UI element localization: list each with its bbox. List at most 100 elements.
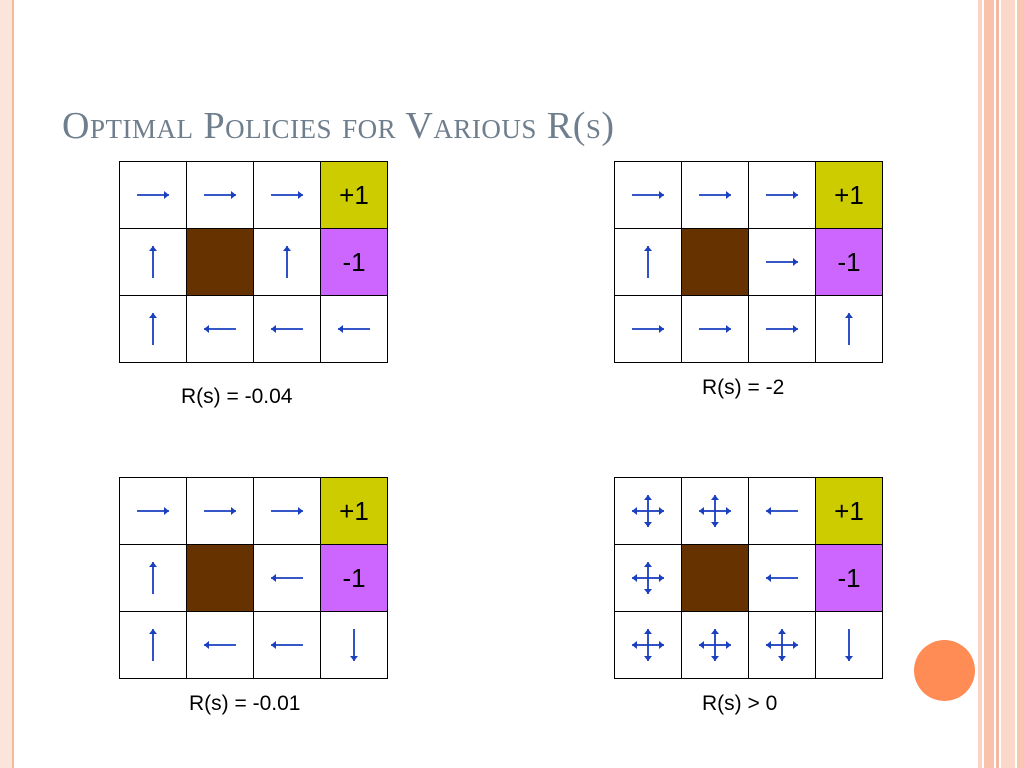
gridworld-2: +1 -1 (614, 161, 883, 363)
policy-cell (253, 611, 321, 679)
slide-title: Optimal Policies for Various R(s) (62, 105, 615, 147)
policy-cell (614, 161, 682, 229)
arrow-left-icon (749, 558, 815, 598)
terminal-reward-label: -1 (837, 246, 861, 277)
grid-row: -1 (119, 228, 388, 296)
arrows-all-directions-icon (682, 625, 748, 665)
policy-cell (119, 477, 187, 545)
reward-caption-2: R(s) = -2 (702, 376, 785, 399)
reward-caption-4: R(s) > 0 (702, 692, 778, 715)
policy-cell (614, 295, 682, 363)
terminal-reward-label: +1 (339, 179, 369, 210)
wall-cell (186, 544, 254, 612)
terminal-reward-label: +1 (834, 495, 864, 526)
policy-cell (186, 477, 254, 545)
gridworld-4: +1 -1 (614, 477, 883, 679)
arrow-right-icon (749, 175, 815, 215)
wall-cell (681, 228, 749, 296)
policy-cell (681, 295, 749, 363)
policy-cell (614, 477, 682, 545)
grid-row: -1 (614, 544, 883, 612)
policy-cell (119, 228, 187, 296)
arrow-right-icon (120, 175, 186, 215)
pit-cell: -1 (320, 544, 388, 612)
grid-row: +1 (119, 477, 388, 545)
arrows-all-directions-icon (749, 625, 815, 665)
reward-caption-1: R(s) = -0.04 (181, 385, 293, 408)
terminal-reward-label: -1 (837, 562, 861, 593)
policy-cell (748, 611, 816, 679)
policy-cell (253, 228, 321, 296)
goal-cell: +1 (815, 477, 883, 545)
arrows-all-directions-icon (682, 491, 748, 531)
policy-cell (119, 295, 187, 363)
policy-cell (119, 544, 187, 612)
arrow-right-icon (187, 175, 253, 215)
reward-caption-3: R(s) = -0.01 (189, 692, 301, 715)
policy-cell (815, 611, 883, 679)
arrow-up-icon (120, 558, 186, 598)
policy-cell (748, 161, 816, 229)
arrow-right-icon (120, 491, 186, 531)
arrow-left-icon (254, 625, 320, 665)
arrow-down-icon (816, 625, 882, 665)
arrow-up-icon (120, 242, 186, 282)
arrow-right-icon (254, 175, 320, 215)
grid-row (614, 611, 883, 679)
wall-cell (186, 228, 254, 296)
policy-cell (748, 477, 816, 545)
arrow-right-icon (615, 175, 681, 215)
terminal-reward-label: +1 (834, 179, 864, 210)
policy-cell (681, 611, 749, 679)
goal-cell: +1 (320, 477, 388, 545)
gridworld-1: +1 -1 (119, 161, 388, 363)
terminal-reward-label: -1 (342, 562, 366, 593)
arrows-all-directions-icon (615, 558, 681, 598)
arrow-left-icon (187, 309, 253, 349)
policy-cell (614, 228, 682, 296)
policy-cell (748, 544, 816, 612)
policy-cell (186, 611, 254, 679)
policy-cell (186, 161, 254, 229)
pit-cell: -1 (320, 228, 388, 296)
grid-row (119, 611, 388, 679)
policy-cell (681, 477, 749, 545)
gridworld-3: +1 -1 (119, 477, 388, 679)
policy-cell (186, 295, 254, 363)
grid-row (119, 295, 388, 363)
grid-row (614, 295, 883, 363)
policy-cell (614, 544, 682, 612)
policy-cell (253, 477, 321, 545)
arrow-left-icon (254, 309, 320, 349)
policy-cell (681, 161, 749, 229)
grid-row: +1 (614, 477, 883, 545)
wall-cell (681, 544, 749, 612)
arrow-up-icon (816, 309, 882, 349)
arrow-right-icon (682, 309, 748, 349)
arrow-left-icon (749, 491, 815, 531)
arrow-right-icon (187, 491, 253, 531)
grid-row: -1 (614, 228, 883, 296)
arrow-right-icon (615, 309, 681, 349)
arrow-left-icon (254, 558, 320, 598)
arrow-left-icon (187, 625, 253, 665)
grid-row: +1 (614, 161, 883, 229)
arrow-down-icon (321, 625, 387, 665)
arrow-right-icon (254, 491, 320, 531)
policy-cell (815, 295, 883, 363)
arrows-all-directions-icon (615, 491, 681, 531)
arrow-up-icon (615, 242, 681, 282)
policy-cell (320, 611, 388, 679)
arrow-up-icon (120, 309, 186, 349)
grid-row: -1 (119, 544, 388, 612)
pit-cell: -1 (815, 544, 883, 612)
arrow-right-icon (682, 175, 748, 215)
policy-cell (119, 611, 187, 679)
policy-cell (748, 295, 816, 363)
policy-cell (614, 611, 682, 679)
arrow-right-icon (749, 309, 815, 349)
pit-cell: -1 (815, 228, 883, 296)
right-border-decoration (978, 0, 1024, 768)
arrow-up-icon (254, 242, 320, 282)
